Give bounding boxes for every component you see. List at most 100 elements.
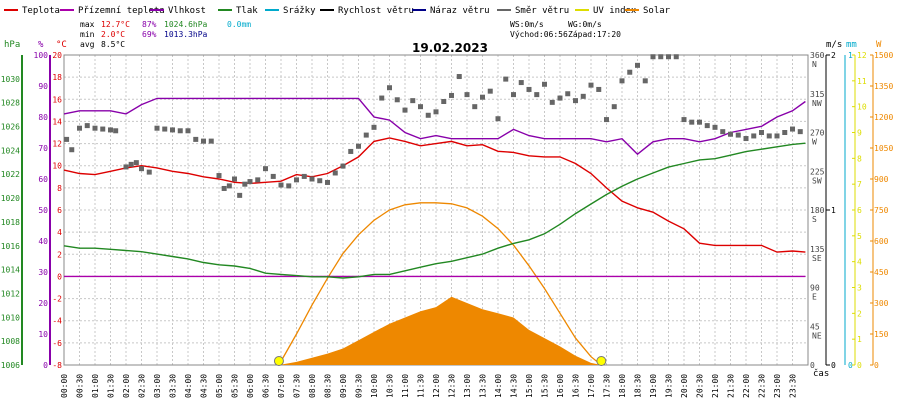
legend-label: Srážky	[283, 6, 316, 16]
uv-tick-label: 1	[857, 335, 862, 344]
solar-tick-label: 750	[874, 206, 889, 215]
temp-tick-label: 16	[52, 95, 62, 104]
wind-dir-point	[518, 80, 524, 86]
wind-dir-point	[216, 173, 222, 179]
wind-dir-tick-label: 0	[810, 361, 815, 370]
x-tick-label: 08:00	[308, 374, 317, 398]
wind-dir-point	[356, 143, 361, 149]
wind-dir-point	[410, 98, 416, 104]
wind-dir-point	[425, 112, 431, 118]
pressure-tick-label: 1030	[1, 75, 20, 84]
temp-tick-label: 0	[57, 272, 62, 281]
wind-dir-point	[697, 119, 702, 125]
x-tick-label: 15:00	[525, 374, 534, 398]
wind-dir-point	[735, 132, 741, 138]
solar-layer	[278, 202, 602, 366]
x-tick-label: 23:00	[773, 374, 782, 398]
wind-dir-point	[487, 88, 493, 94]
solar-tick-label: 1350	[874, 82, 893, 91]
uv-tick-label: 7	[857, 180, 862, 189]
temp-tick-label: -8	[52, 361, 62, 370]
temp-tick-label: -6	[52, 339, 62, 348]
legend-label: Náraz větru	[430, 6, 490, 16]
pressure-tick-label: 1006	[1, 361, 20, 370]
wind-dir-point	[255, 177, 261, 183]
wind-dir-point	[580, 93, 586, 99]
stat-avg-temp: 8.5°C	[101, 40, 125, 49]
temp-tick-label: 6	[57, 206, 62, 215]
wind-dir-point	[766, 133, 772, 139]
rain-tick-label: 1	[848, 51, 853, 60]
wind-dir-compass-label: S	[812, 215, 817, 224]
wind-dir-point	[549, 99, 555, 105]
wind-dir-point	[402, 107, 408, 113]
wind-dir-point	[286, 183, 292, 189]
wind-dir-point	[743, 136, 749, 142]
wind-dir-point	[325, 179, 330, 185]
wind-dir-point	[387, 85, 392, 91]
wind-dir-point	[782, 130, 788, 135]
unit-ms1: m/s	[826, 40, 842, 50]
wind-dir-tick-label: 90	[810, 284, 820, 293]
temp-tick-label: 2	[57, 250, 62, 259]
wind-dir-point	[139, 166, 144, 172]
x-tick-label: 19:30	[665, 374, 674, 398]
wind-dir-point	[309, 176, 315, 182]
wind-dir-tick-label: 360	[810, 51, 825, 60]
x-tick-label: 07:30	[293, 374, 302, 398]
wind-dir-point	[394, 97, 400, 103]
humidity-tick-label: 10	[38, 330, 48, 339]
wind-dir-tick-label: 135	[810, 245, 825, 254]
wind-ws: WS:0m/s	[510, 20, 544, 29]
legend-label: Tlak	[236, 6, 258, 16]
temp-tick-label: 10	[52, 162, 62, 171]
x-tick-label: 06:30	[262, 374, 271, 398]
wind-dir-compass-label: NE	[812, 331, 822, 340]
legend-label: Vlhkost	[168, 6, 206, 16]
x-tick-label: 11:30	[417, 374, 426, 398]
wind-dir-point	[340, 163, 346, 169]
wind-dir-point	[348, 148, 354, 154]
uv-tick-label: 4	[857, 258, 862, 267]
wind-dir-point	[604, 117, 609, 123]
wind-dir-point	[232, 176, 237, 182]
right-axes: 045NE90E135SE180S225SW270W315NW360N01201…	[810, 51, 893, 370]
wind-dir-point	[100, 126, 106, 132]
stat-max-temp: 12.7°C	[101, 20, 130, 29]
uv-tick-label: 3	[857, 284, 862, 293]
uv-tick-label: 2	[857, 309, 862, 318]
legend-label: Přízemní teplota	[78, 6, 165, 16]
uv-tick-label: 6	[857, 206, 862, 215]
wind-dir-point	[534, 92, 540, 98]
wind-dir-point	[596, 86, 602, 92]
x-tick-label: 17:00	[587, 374, 596, 398]
wind-dir-point	[542, 81, 547, 87]
x-tick-label: 02:30	[138, 374, 147, 398]
wind-dir-point	[226, 183, 232, 189]
x-tick-label: 14:00	[494, 374, 503, 398]
uv-tick-label: 12	[857, 51, 867, 60]
wind-dir-point	[69, 147, 75, 153]
x-tick-label: 09:00	[339, 374, 348, 398]
wind-dir-compass-label: SW	[812, 176, 822, 185]
stat-min-temp: 2.0°C	[101, 30, 125, 39]
sunrise-time: Východ:06:56	[510, 30, 568, 39]
wind-dir-point	[433, 109, 439, 115]
wind-dir-point	[503, 76, 509, 82]
wind-dir-point	[123, 164, 129, 170]
pressure-tick-label: 1028	[1, 99, 20, 108]
sun-markers	[273, 356, 607, 366]
stat-min-pressure: 1013.3hPa	[164, 30, 208, 39]
wind-dir-point	[759, 130, 764, 135]
x-tick-label: 12:00	[432, 374, 441, 398]
wind-dir-point	[441, 99, 447, 104]
unit-w: W	[876, 40, 882, 50]
wind-dir-point	[128, 161, 134, 167]
x-tick-label: 15:30	[541, 374, 550, 398]
wind-dir-point	[588, 82, 594, 88]
x-tick-label: 14:30	[510, 374, 519, 398]
wind-dir-tick-label: 270	[810, 129, 825, 138]
wind-wg: WG:0m/s	[568, 20, 602, 29]
unit-pct: %	[38, 40, 44, 50]
x-tick-label: 18:00	[618, 374, 627, 398]
